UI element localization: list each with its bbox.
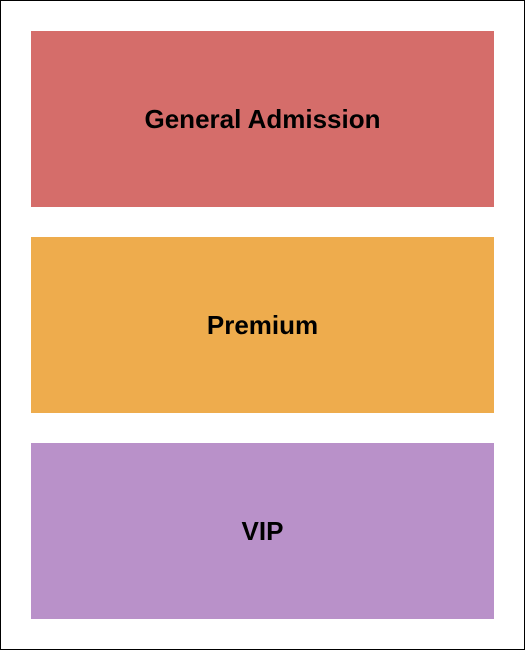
- section-label: General Admission: [145, 104, 381, 135]
- section-label: Premium: [207, 310, 318, 341]
- section-vip[interactable]: VIP: [31, 443, 494, 619]
- section-label: VIP: [242, 516, 284, 547]
- seating-chart: General Admission Premium VIP: [0, 0, 525, 650]
- section-premium[interactable]: Premium: [31, 237, 494, 413]
- section-general-admission[interactable]: General Admission: [31, 31, 494, 207]
